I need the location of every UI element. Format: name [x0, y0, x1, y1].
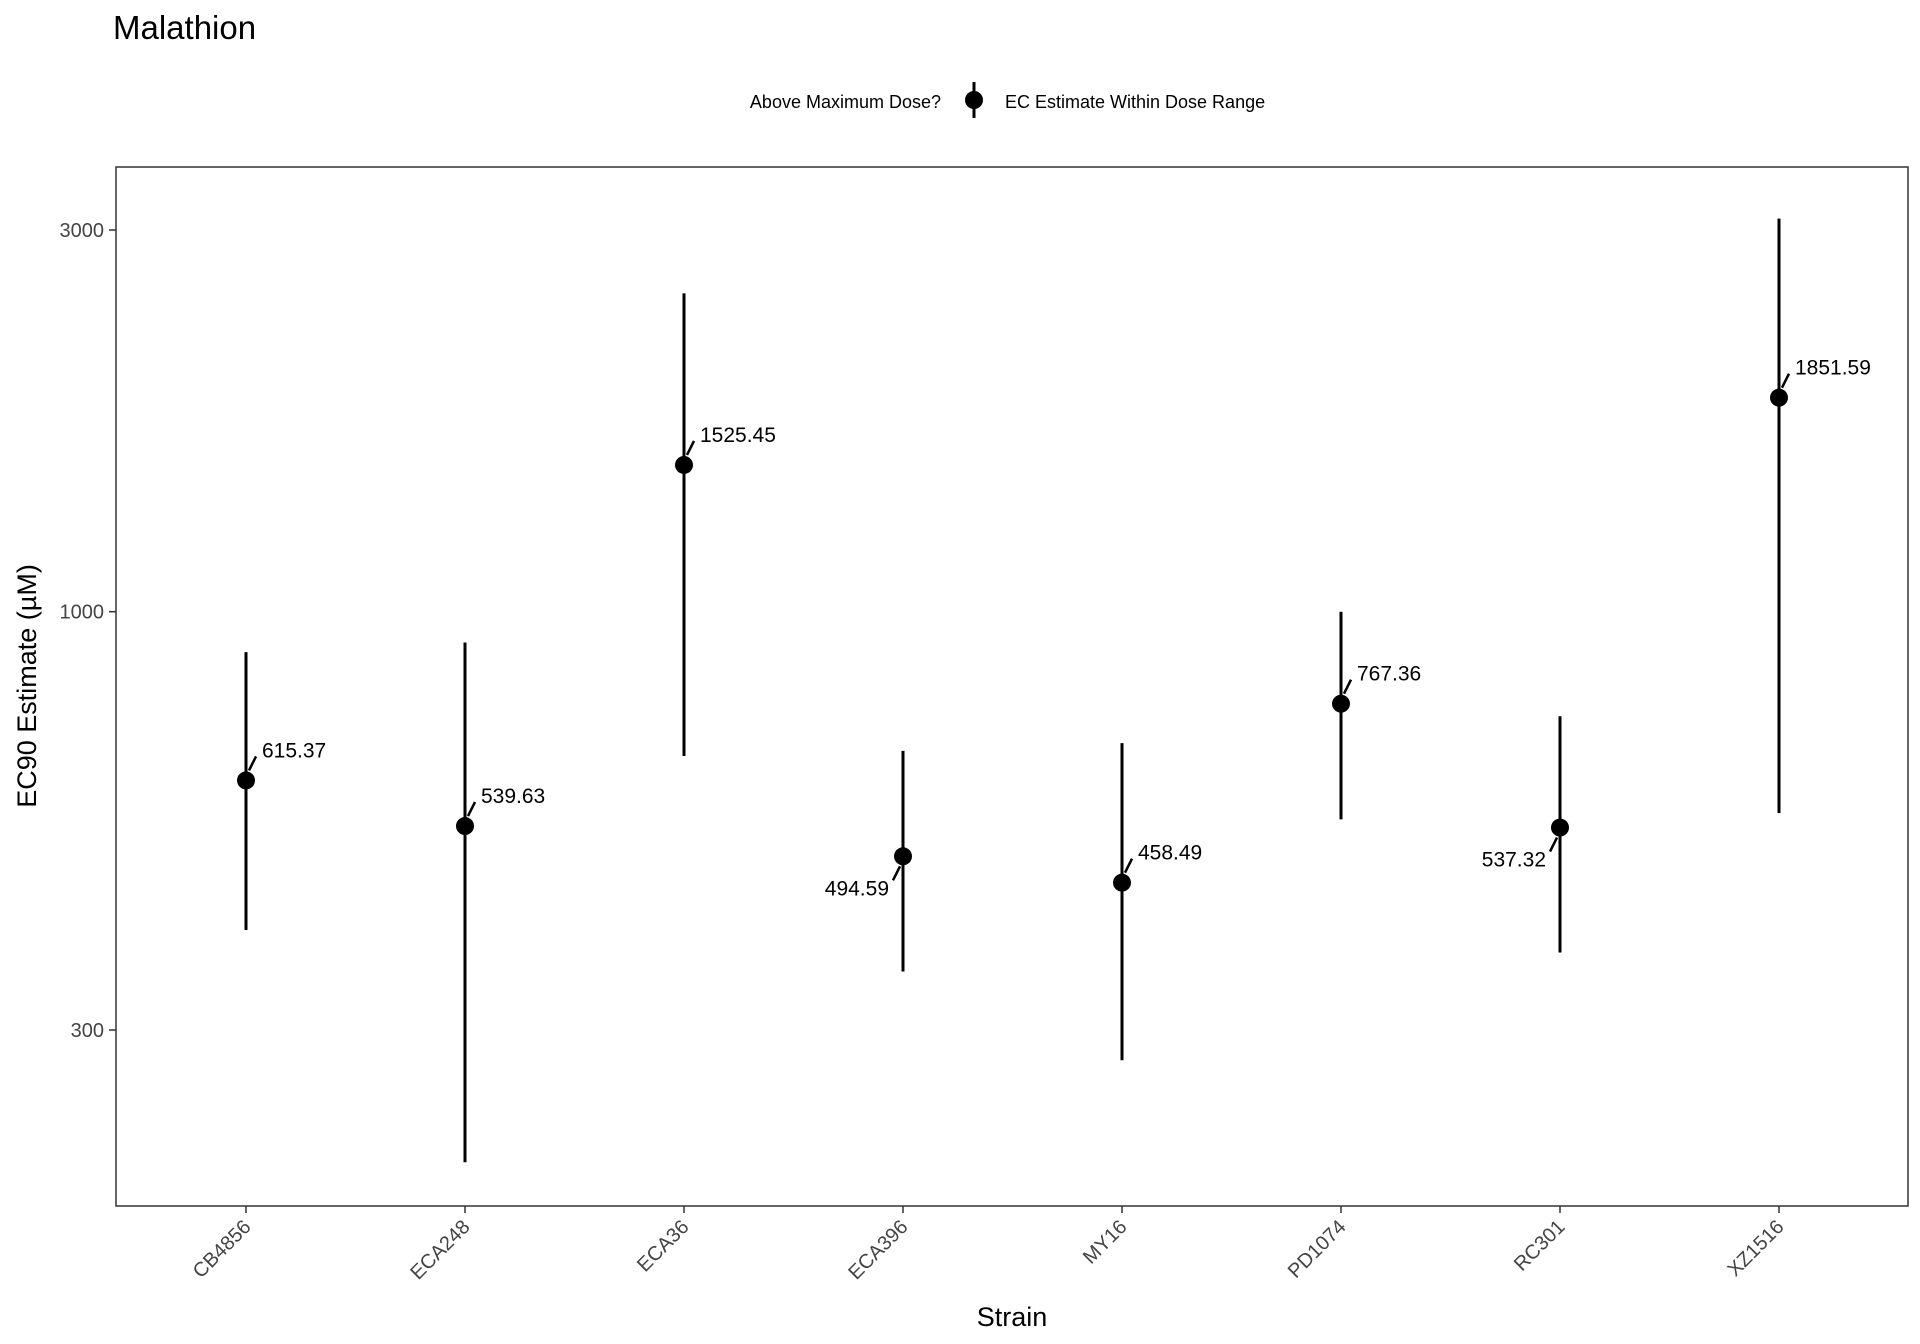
- x-tick-label: ECA248: [406, 1216, 474, 1284]
- data-label: 767.36: [1357, 663, 1421, 686]
- x-tick-label: ECA396: [844, 1216, 912, 1284]
- y-tick-label: 1000: [60, 602, 105, 624]
- data-point: [237, 771, 255, 790]
- data-point: [456, 817, 474, 836]
- y-tick-label: 3000: [60, 220, 105, 242]
- x-tick-label: RC301: [1510, 1216, 1570, 1276]
- data-point: [1113, 873, 1131, 892]
- data-label: 615.37: [262, 739, 326, 762]
- x-tick-label: CB4856: [189, 1216, 256, 1283]
- x-axis-title: Strain: [977, 1302, 1048, 1332]
- legend-key-point: [965, 91, 983, 109]
- legend-title: Above Maximum Dose?: [750, 92, 941, 112]
- legend-entry-label: EC Estimate Within Dose Range: [1005, 92, 1265, 112]
- data-marks: 615.37 539.63 1525.45 494.59 458.49 767.36 537…: [237, 218, 1871, 1163]
- data-point: [1332, 694, 1350, 713]
- data-label: 1851.59: [1795, 357, 1871, 380]
- y-axis-title: EC90 Estimate (µM): [12, 564, 42, 808]
- x-tick-label: PD1074: [1284, 1216, 1351, 1283]
- x-axis: CB4856 ECA248 ECA36 ECA396 MY16 PD1074 RC301 XZ…: [189, 1206, 1789, 1284]
- label-leader: [891, 865, 902, 881]
- label-leader: [1123, 858, 1134, 874]
- x-tick-label: MY16: [1079, 1216, 1132, 1269]
- data-point: [675, 455, 693, 474]
- y-tick-label: 300: [71, 1020, 104, 1042]
- chart-title: Malathion: [113, 9, 256, 46]
- data-label: 539.63: [481, 785, 545, 808]
- label-leader: [685, 440, 696, 456]
- label-leader: [466, 801, 477, 817]
- label-leader: [1780, 373, 1791, 389]
- data-label: 1525.45: [700, 424, 776, 447]
- data-label: 458.49: [1138, 842, 1202, 865]
- data-point: [894, 847, 912, 866]
- label-leader: [247, 755, 258, 771]
- plot-panel: [115, 166, 1909, 1207]
- data-label: 537.32: [1482, 849, 1546, 872]
- x-tick-label: XZ1516: [1723, 1216, 1788, 1281]
- label-leader: [1548, 836, 1559, 853]
- y-axis: 300 1000 3000: [60, 220, 116, 1042]
- label-leader: [1342, 679, 1353, 695]
- data-point: [1770, 388, 1788, 407]
- legend: Above Maximum Dose? EC Estimate Within D…: [750, 82, 1265, 118]
- data-label: 494.59: [825, 877, 889, 900]
- x-tick-label: ECA36: [633, 1216, 693, 1276]
- data-point: [1551, 818, 1569, 837]
